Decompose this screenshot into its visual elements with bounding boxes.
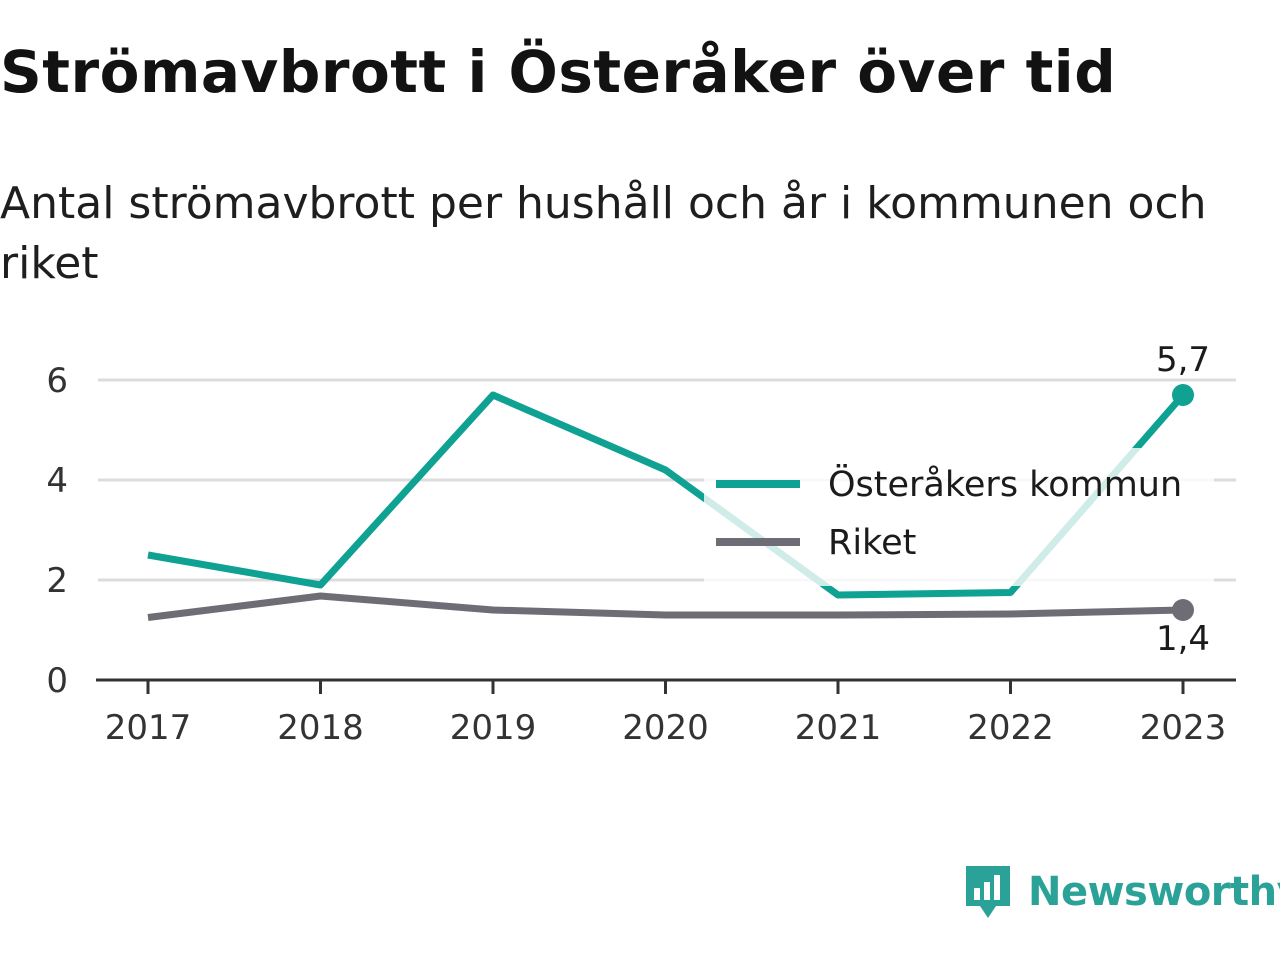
x-tick-label-2019: 2019 bbox=[450, 708, 537, 748]
legend: Österåkers kommun Riket bbox=[704, 448, 1214, 586]
x-tick-label-2021: 2021 bbox=[795, 708, 882, 748]
end-label-1: 1,4 bbox=[1156, 619, 1210, 659]
x-tick-label-2017: 2017 bbox=[105, 708, 192, 748]
x-tick-label-2018: 2018 bbox=[277, 708, 364, 748]
end-label-0: 5,7 bbox=[1156, 340, 1210, 380]
legend-label-0: Österåkers kommun bbox=[828, 463, 1182, 505]
y-tick-label-4: 4 bbox=[46, 461, 68, 501]
series-line-1 bbox=[147, 592, 1184, 621]
y-tick-label-0: 0 bbox=[46, 661, 68, 701]
line-chart: 0 2 4 6 2017 2018 2019 2020 2021 2022 2023 Österå… bbox=[46, 340, 1236, 748]
series-line-0 bbox=[147, 391, 1186, 599]
chart-title: Strömavbrott i Österåker över tid bbox=[0, 38, 1117, 106]
series-lines bbox=[147, 391, 1186, 621]
chart-subtitle: Antal strömavbrott per hushåll och år i … bbox=[0, 178, 1207, 289]
legend-label-1: Riket bbox=[828, 523, 916, 563]
newsworthy-brand: Newsworthy bbox=[962, 862, 1280, 922]
y-axis-labels: 0 2 4 6 bbox=[46, 361, 68, 701]
end-marker-1 bbox=[1172, 599, 1194, 621]
y-tick-label-6: 6 bbox=[46, 361, 68, 401]
x-tick-label-2023: 2023 bbox=[1140, 708, 1227, 748]
brand-name: Newsworthy bbox=[1028, 869, 1280, 915]
legend-background bbox=[704, 448, 1214, 586]
newsworthy-logo-icon bbox=[966, 866, 1010, 918]
y-tick-label-2: 2 bbox=[46, 561, 68, 601]
x-axis: 2017 2018 2019 2020 2021 2022 2023 bbox=[96, 678, 1236, 748]
end-marker-0 bbox=[1172, 384, 1194, 406]
x-tick-label-2020: 2020 bbox=[622, 708, 709, 748]
x-tick-label-2022: 2022 bbox=[967, 708, 1054, 748]
end-markers: 5,7 1,4 bbox=[1156, 340, 1210, 659]
